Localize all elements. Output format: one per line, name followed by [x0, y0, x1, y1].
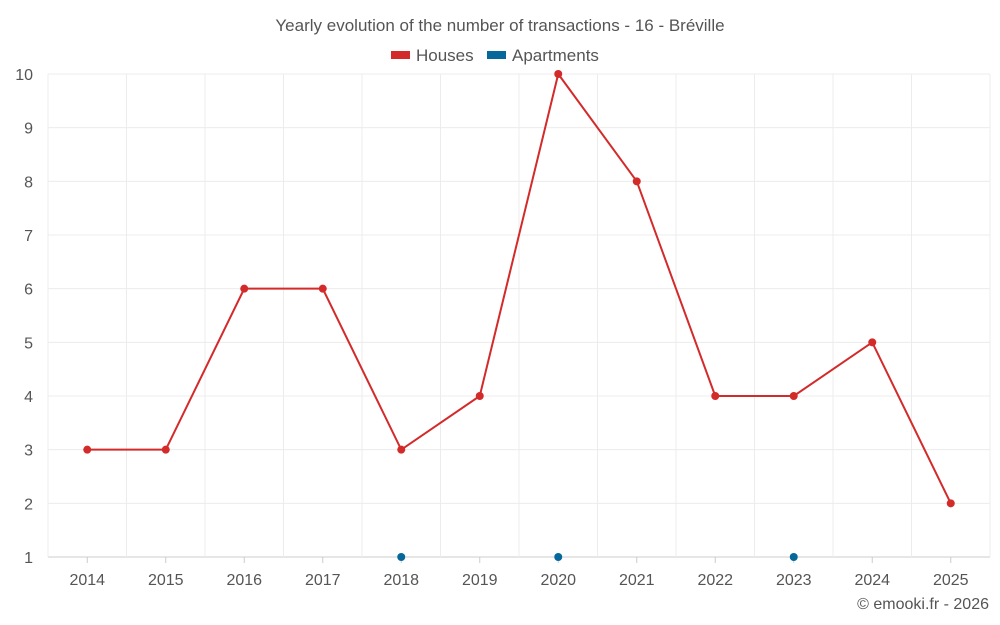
point-apartments-2018[interactable]	[397, 553, 406, 561]
y-tick-label: 2	[24, 496, 33, 513]
y-axis-ticks: 1 2 3 4 5 6 7 8 9 10	[15, 67, 33, 567]
y-tick-label: 3	[24, 443, 33, 460]
legend-label-houses[interactable]: Houses	[416, 46, 474, 65]
y-tick-label: 1	[24, 550, 33, 567]
x-tick-label: 2016	[226, 572, 262, 589]
x-tick-label: 2023	[776, 572, 812, 589]
x-axis-ticks: 2014 2015 2016 2017 2018 2019 2020 2021 2022 2023…	[69, 572, 968, 589]
point-houses-2021[interactable]	[632, 177, 641, 186]
y-tick-label: 8	[24, 174, 33, 191]
x-tick-label: 2014	[69, 572, 105, 589]
point-houses-2025[interactable]	[946, 499, 955, 508]
x-tick-label: 2020	[540, 572, 576, 589]
point-apartments-2023[interactable]	[789, 553, 798, 561]
series	[83, 70, 955, 561]
x-tick-label: 2024	[854, 572, 890, 589]
chart-title: Yearly evolution of the number of transa…	[275, 16, 724, 35]
x-tick-label: 2019	[462, 572, 498, 589]
point-apartments-2020[interactable]	[554, 553, 563, 561]
y-tick-label: 5	[24, 335, 33, 352]
grid	[47, 73, 991, 563]
point-houses-2016[interactable]	[240, 284, 249, 293]
point-houses-2023[interactable]	[789, 392, 798, 400]
point-houses-2017[interactable]	[318, 284, 327, 293]
x-tick-label: 2022	[697, 572, 733, 589]
point-houses-2022[interactable]	[711, 392, 720, 400]
credit-text: © emooki.fr - 2026	[857, 596, 989, 613]
legend-label-apartments[interactable]: Apartments	[512, 46, 599, 65]
point-houses-2020[interactable]	[554, 70, 563, 78]
y-tick-label: 10	[15, 67, 33, 84]
y-tick-label: 4	[24, 389, 33, 406]
x-tick-label: 2021	[619, 572, 655, 589]
point-houses-2024[interactable]	[868, 338, 877, 347]
series-line-houses	[87, 71, 952, 504]
y-tick-label: 6	[24, 282, 33, 299]
point-houses-2014[interactable]	[83, 445, 92, 454]
x-tick-label: 2025	[933, 572, 969, 589]
x-tick-label: 2015	[148, 572, 184, 589]
x-tick-label: 2018	[383, 572, 419, 589]
legend-swatch-houses	[391, 51, 410, 59]
legend-swatch-apartments	[487, 51, 506, 59]
y-tick-label: 9	[24, 121, 33, 138]
point-houses-2018[interactable]	[397, 445, 406, 454]
point-houses-2015[interactable]	[161, 445, 170, 454]
legend: Houses Apartments	[391, 46, 599, 65]
point-houses-2019[interactable]	[475, 392, 484, 400]
y-tick-label: 7	[24, 228, 33, 245]
x-tick-label: 2017	[305, 572, 341, 589]
